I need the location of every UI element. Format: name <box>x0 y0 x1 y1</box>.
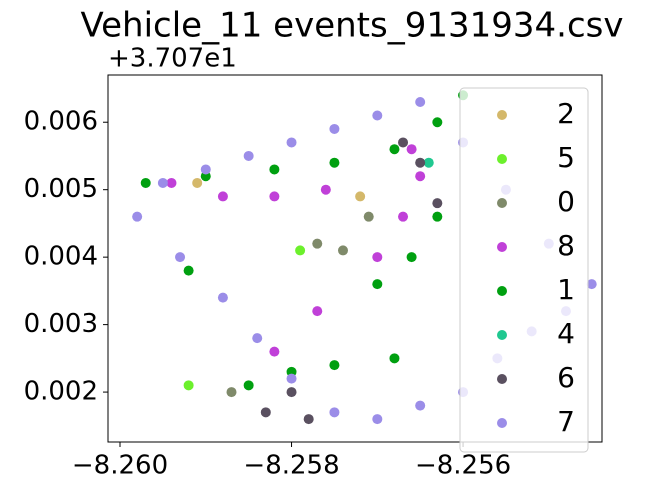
legend-marker <box>497 198 507 208</box>
point <box>252 333 263 344</box>
legend-label: 1 <box>557 273 575 306</box>
legend-box <box>459 87 589 453</box>
point <box>415 157 426 168</box>
point <box>286 387 297 398</box>
y-tick-label: 0.005 <box>24 174 98 204</box>
point <box>192 177 203 188</box>
legend-label: 0 <box>557 185 575 218</box>
y-tick-label: 0.006 <box>24 107 98 137</box>
point <box>415 96 426 107</box>
point <box>269 191 280 202</box>
point <box>398 211 409 222</box>
point <box>183 265 194 276</box>
point <box>389 144 400 155</box>
point <box>372 279 383 290</box>
legend-label: 6 <box>557 361 575 394</box>
legend-marker <box>497 374 507 384</box>
y-tick-label: 0.002 <box>24 377 98 407</box>
legend-marker <box>497 286 507 296</box>
point <box>415 400 426 411</box>
legend-marker <box>497 330 507 340</box>
point <box>200 164 211 175</box>
point <box>320 184 331 195</box>
point <box>329 360 340 371</box>
point <box>586 279 597 290</box>
point <box>260 407 271 418</box>
legend-label: 4 <box>557 317 575 350</box>
point <box>243 150 254 161</box>
legend-marker <box>497 418 507 428</box>
point <box>329 123 340 134</box>
y-tick-label: 0.004 <box>24 242 98 272</box>
point <box>295 245 306 256</box>
point <box>286 137 297 148</box>
point <box>217 292 228 303</box>
point <box>432 117 443 128</box>
legend-label: 7 <box>557 405 575 438</box>
legend-label: 8 <box>557 229 575 262</box>
chart-title: Vehicle_11 events_9131934.csv <box>81 6 624 46</box>
point <box>140 177 151 188</box>
point <box>423 157 434 168</box>
point <box>372 110 383 121</box>
legend-marker <box>497 110 507 120</box>
point <box>217 191 228 202</box>
legend-label: 5 <box>557 141 575 174</box>
x-tick-label: −8.258 <box>243 451 339 481</box>
point <box>432 198 443 209</box>
y-tick-label: 0.003 <box>24 309 98 339</box>
point <box>329 157 340 168</box>
point <box>183 380 194 391</box>
point <box>355 191 366 202</box>
point <box>337 245 348 256</box>
point <box>269 346 280 357</box>
legend-marker <box>497 154 507 164</box>
point <box>312 238 323 249</box>
point <box>372 252 383 263</box>
x-tick-label: −8.256 <box>415 451 511 481</box>
point <box>415 171 426 182</box>
offset-text: +3.707e1 <box>108 44 237 74</box>
point <box>398 137 409 148</box>
point <box>389 353 400 364</box>
point <box>269 164 280 175</box>
x-tick-label: −8.260 <box>72 451 168 481</box>
point <box>432 211 443 222</box>
point <box>406 144 417 155</box>
point <box>132 211 143 222</box>
point <box>175 252 186 263</box>
point <box>166 177 177 188</box>
point <box>363 211 374 222</box>
plot-frame <box>107 74 603 443</box>
point <box>226 387 237 398</box>
point <box>329 407 340 418</box>
legend-label: 2 <box>557 97 575 130</box>
legend-marker <box>497 242 507 252</box>
point <box>372 414 383 425</box>
point <box>406 252 417 263</box>
point <box>303 414 314 425</box>
point <box>243 380 254 391</box>
point <box>286 373 297 384</box>
point <box>157 177 168 188</box>
point <box>312 306 323 317</box>
